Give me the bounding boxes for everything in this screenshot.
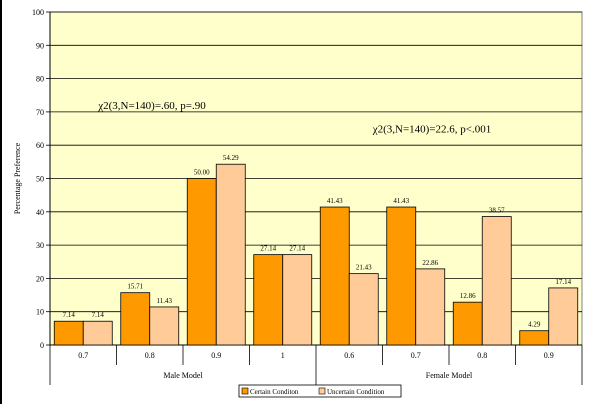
y-tick-label: 80 bbox=[36, 75, 44, 84]
stat-annotation: χ2(3,N=140)=22.6, p<.001 bbox=[372, 124, 492, 136]
bar-certain bbox=[319, 206, 350, 346]
group-label: Female Model bbox=[426, 371, 473, 380]
y-tick-label: 20 bbox=[36, 274, 44, 283]
data-label: 27.14 bbox=[289, 245, 305, 253]
bar-uncertain bbox=[548, 287, 579, 346]
x-tick-label: 1 bbox=[281, 351, 285, 360]
y-axis-label: Percentage Preference bbox=[13, 142, 22, 214]
y-tick-label: 100 bbox=[32, 8, 44, 17]
stat-annotation: χ2(3,N=140)=.60, p=.90 bbox=[97, 100, 206, 112]
y-tick-label: 50 bbox=[36, 175, 44, 184]
data-label: 7.14 bbox=[63, 311, 76, 319]
data-label: 41.43 bbox=[327, 197, 343, 205]
data-label: 54.29 bbox=[223, 154, 239, 162]
bar-uncertain bbox=[415, 268, 446, 346]
data-label: 50.00 bbox=[194, 169, 210, 177]
bar-certain bbox=[186, 178, 217, 346]
x-tick-label: 0.9 bbox=[211, 351, 221, 360]
data-label: 22.86 bbox=[422, 259, 438, 267]
y-tick-label: 30 bbox=[36, 241, 44, 250]
y-tick-label: 60 bbox=[36, 141, 44, 150]
bar-uncertain bbox=[82, 320, 113, 346]
bar-certain bbox=[53, 320, 84, 346]
x-tick-label: 0.8 bbox=[145, 351, 155, 360]
x-tick-label: 0.6 bbox=[344, 351, 354, 360]
bar-certain bbox=[452, 301, 483, 346]
legend-swatch bbox=[318, 387, 326, 395]
data-label: 41.43 bbox=[393, 197, 409, 205]
data-label: 7.14 bbox=[92, 311, 105, 319]
data-label: 17.14 bbox=[555, 278, 571, 286]
x-tick-label: 0.8 bbox=[477, 351, 487, 360]
bar-uncertain bbox=[348, 273, 379, 346]
x-tick-label: 0.7 bbox=[411, 351, 421, 360]
data-label: 11.43 bbox=[157, 297, 173, 305]
bar-certain bbox=[386, 206, 417, 346]
legend-label: Certain Conditon bbox=[250, 388, 299, 396]
y-tick-label: 10 bbox=[36, 308, 44, 317]
bar-certain bbox=[519, 330, 550, 346]
data-label: 4.29 bbox=[528, 321, 541, 329]
legend-label: Uncertain Condition bbox=[327, 388, 385, 396]
bar-certain bbox=[120, 292, 151, 346]
data-label: 15.71 bbox=[127, 283, 143, 291]
data-label: 12.86 bbox=[460, 292, 476, 300]
x-tick-label: 0.7 bbox=[78, 351, 88, 360]
group-label: Male Model bbox=[163, 371, 203, 380]
y-tick-label: 40 bbox=[36, 208, 44, 217]
bar-uncertain bbox=[149, 306, 180, 346]
data-label: 21.43 bbox=[356, 264, 372, 272]
bar-uncertain bbox=[215, 163, 246, 346]
bar-certain bbox=[253, 254, 284, 346]
y-tick-label: 90 bbox=[36, 41, 44, 50]
data-label: 27.14 bbox=[260, 245, 276, 253]
data-label: 38.57 bbox=[489, 207, 505, 215]
bar-uncertain bbox=[282, 254, 313, 346]
y-tick-label: 70 bbox=[36, 108, 44, 117]
x-tick-label: 0.9 bbox=[544, 351, 554, 360]
legend-swatch bbox=[241, 387, 249, 395]
y-tick-label: 0 bbox=[40, 341, 44, 350]
bar-uncertain bbox=[481, 216, 512, 346]
